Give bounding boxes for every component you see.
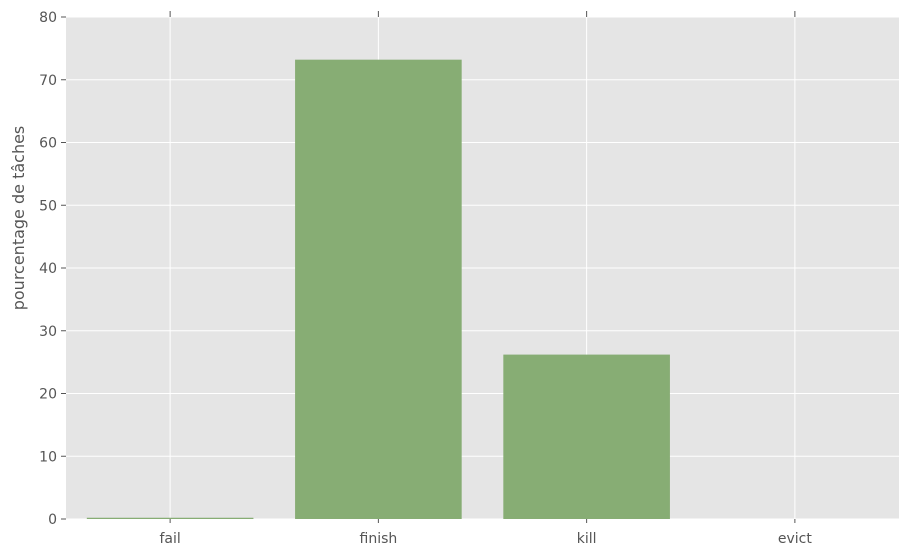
- x-tick-label: kill: [577, 531, 597, 547]
- y-axis-label: pourcentage de tâches: [9, 126, 28, 311]
- x-tick-label: fail: [159, 531, 180, 547]
- bars: [86, 59, 670, 520]
- y-tick-label: 30: [39, 324, 57, 340]
- y-tick-label: 70: [39, 73, 57, 89]
- y-tick-label: 10: [39, 449, 57, 465]
- x-tick-label: evict: [778, 531, 812, 547]
- bar-kill: [503, 354, 670, 519]
- y-tick-label: 0: [48, 512, 57, 528]
- bar-fail: [86, 517, 254, 519]
- y-tick-label: 60: [39, 136, 57, 152]
- y-tick-labels: 0 10 20 30 40 50 60 70 80: [39, 10, 57, 528]
- bar-finish: [295, 59, 462, 520]
- y-tick-label: 40: [39, 261, 57, 277]
- axis-ticks: [61, 11, 796, 523]
- y-tick-label: 50: [39, 198, 57, 214]
- y-tick-label: 80: [39, 10, 57, 26]
- x-tick-label: finish: [360, 531, 398, 547]
- x-tick-labels: fail finish kill evict: [159, 531, 812, 547]
- y-tick-label: 20: [39, 387, 57, 403]
